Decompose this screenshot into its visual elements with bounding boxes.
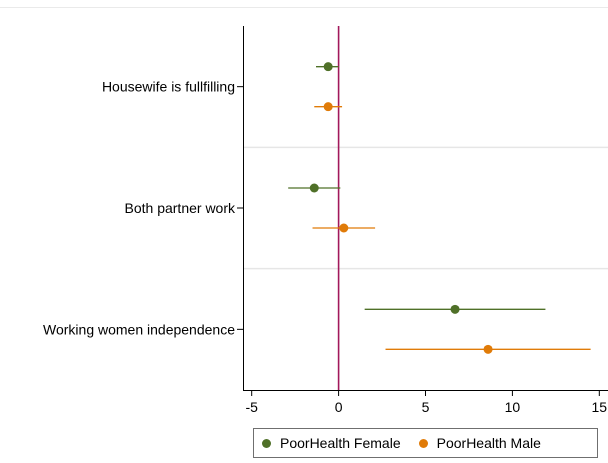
estimate-point — [339, 223, 349, 233]
x-tick-label: 0 — [335, 399, 343, 415]
estimate-point — [450, 304, 460, 314]
legend: PoorHealth Female PoorHealth Male — [253, 428, 598, 458]
legend-label-male: PoorHealth Male — [436, 435, 541, 451]
x-tick-label: 5 — [422, 399, 430, 415]
x-tick-label: 10 — [505, 399, 521, 415]
x-tick-label: 15 — [592, 399, 608, 415]
estimate-point — [323, 102, 333, 112]
legend-marker-male — [418, 438, 428, 448]
y-tick-label: Both partner work — [125, 200, 236, 216]
legend-label-female: PoorHealth Female — [280, 435, 401, 451]
x-tick-label: -5 — [245, 399, 258, 415]
legend-item-female: PoorHealth Female — [262, 435, 401, 451]
y-tick-label: Working women independence — [43, 321, 235, 337]
y-tick-label: Housewife is fullfilling — [102, 79, 235, 95]
estimate-point — [483, 344, 493, 354]
legend-marker-female — [262, 438, 271, 448]
legend-item-male: PoorHealth Male — [418, 435, 541, 451]
estimate-point — [309, 183, 319, 193]
estimate-point — [323, 62, 333, 72]
